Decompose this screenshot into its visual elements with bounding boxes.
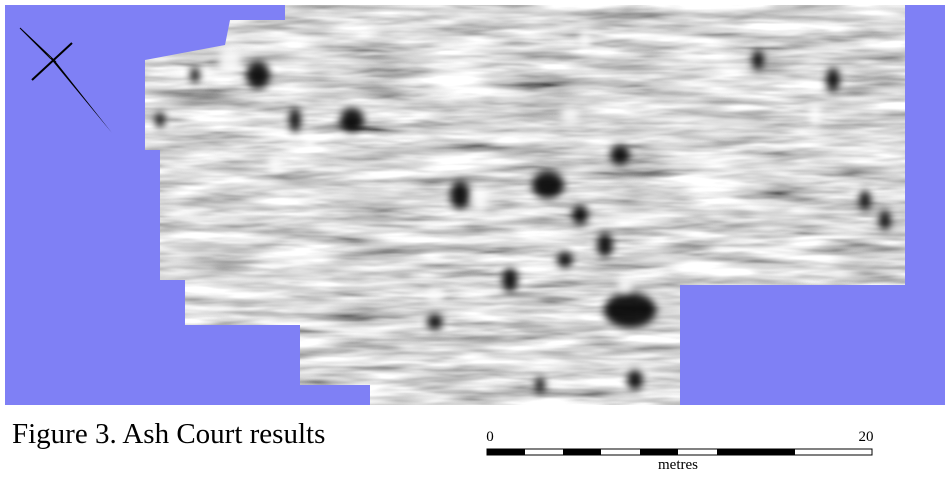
scale-bar [486,448,873,456]
caption: Figure 3. Ash Court results [12,418,325,450]
scale-end: 20 [859,429,874,445]
scale-unit: metres [658,457,698,473]
scale-start: 0 [486,429,494,445]
north-arrow [19,27,112,133]
